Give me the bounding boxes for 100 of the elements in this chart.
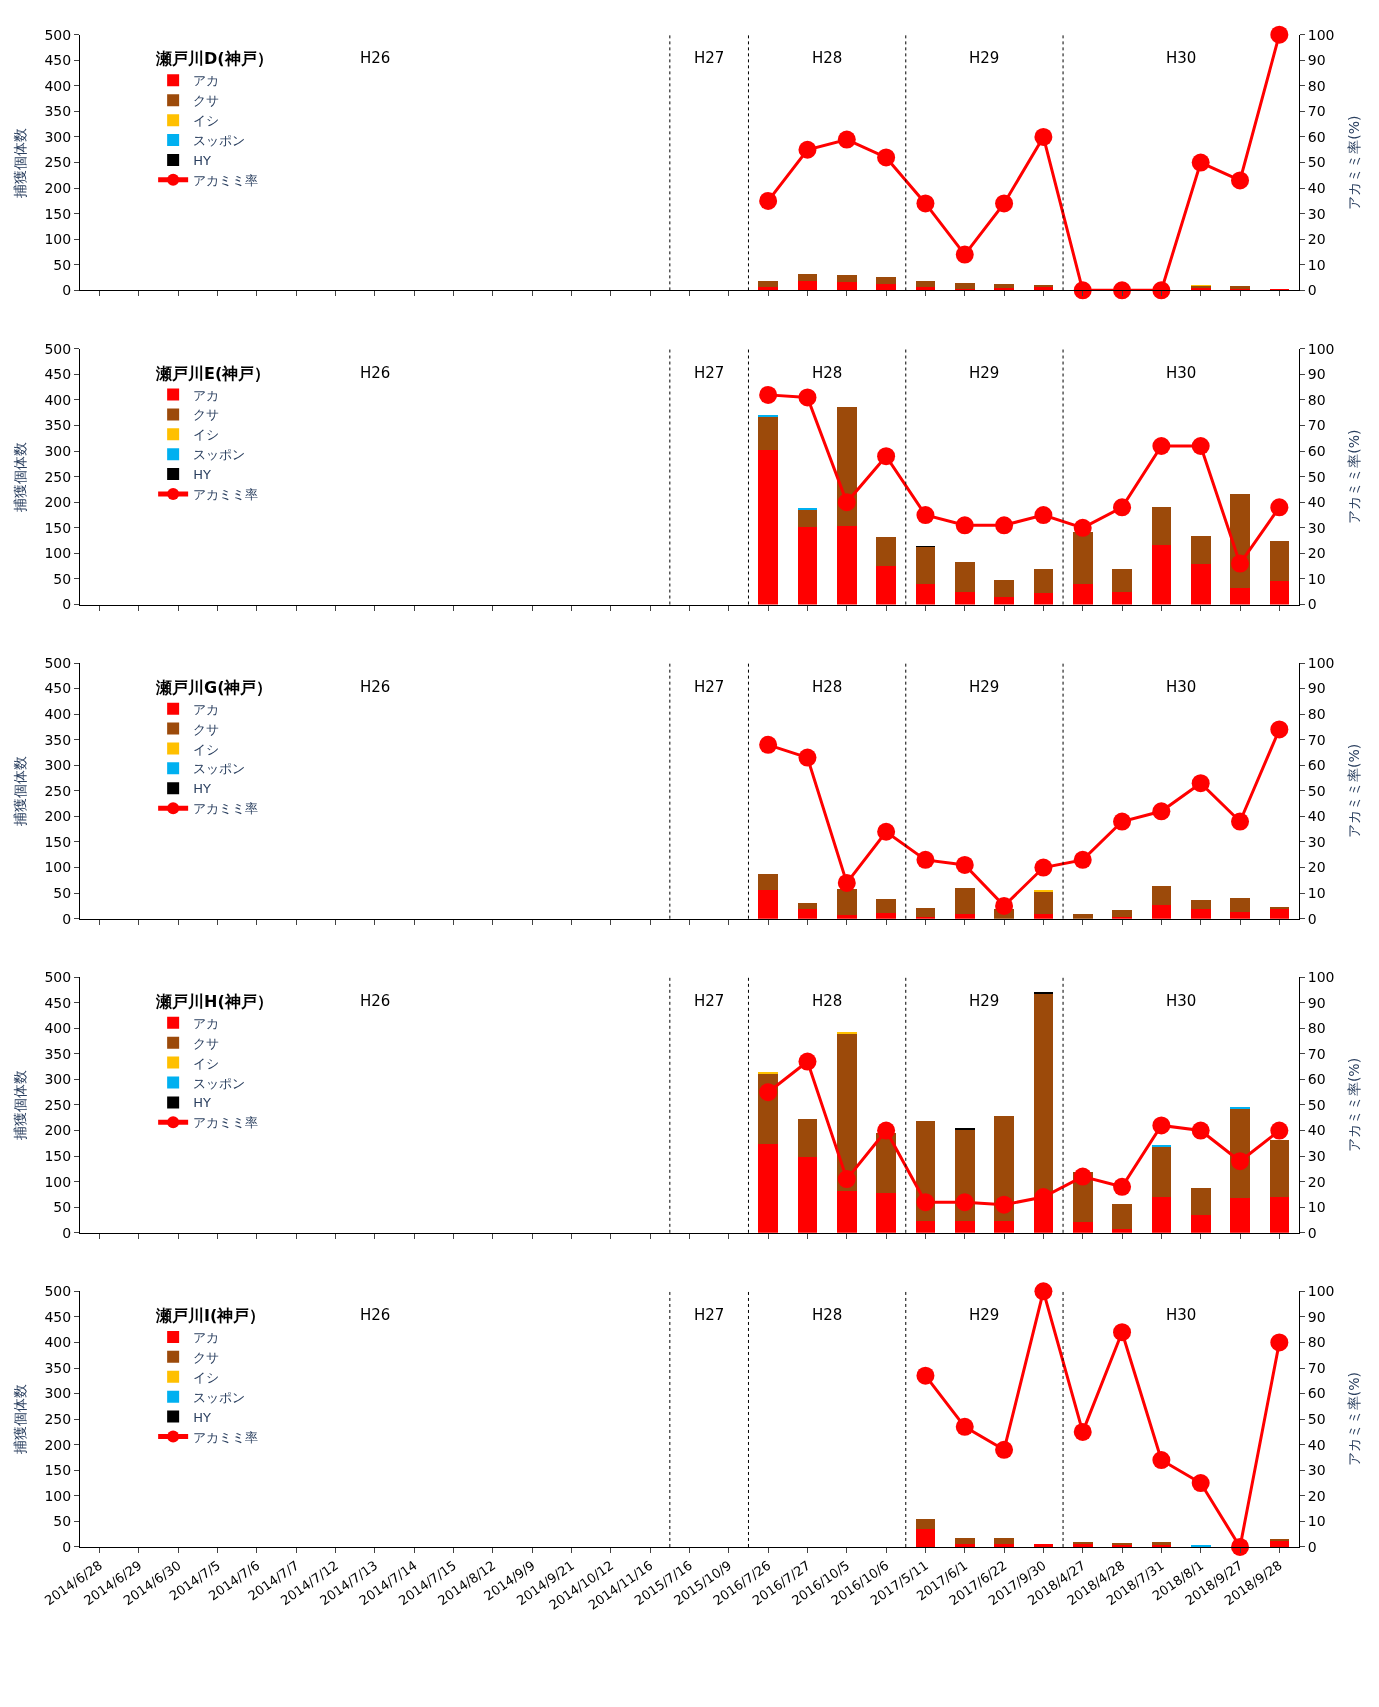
point bbox=[955, 855, 974, 874]
point bbox=[1191, 437, 1210, 455]
text: 瀬戸川E(神戸） bbox=[155, 364, 271, 383]
bar bbox=[876, 1193, 896, 1233]
point bbox=[877, 148, 896, 167]
annotation: H26 bbox=[360, 1306, 391, 1324]
bar bbox=[1190, 563, 1211, 605]
legend-label: スッポン bbox=[193, 1075, 246, 1091]
point bbox=[1034, 1282, 1053, 1301]
text: 瀬戸川G(神戸） bbox=[155, 678, 273, 697]
y-tick-label: 400 bbox=[44, 77, 72, 94]
bar bbox=[1269, 581, 1290, 605]
point bbox=[1034, 858, 1053, 877]
y-tick-label: 200 bbox=[44, 180, 72, 197]
annotation: H30 bbox=[1166, 364, 1197, 382]
y2-axis-title: アカミミ率(%) bbox=[1345, 1057, 1362, 1153]
y-tick-label: 350 bbox=[44, 731, 72, 748]
bar bbox=[876, 566, 896, 605]
y2-tick-label: 100 bbox=[1307, 26, 1335, 43]
bar bbox=[954, 1220, 975, 1233]
y-axis-title: 捕獲個体数 bbox=[12, 441, 29, 512]
bar bbox=[1033, 890, 1054, 893]
bar bbox=[1151, 885, 1172, 906]
annotation: H26 bbox=[360, 992, 391, 1010]
bar bbox=[994, 1220, 1014, 1233]
point bbox=[1152, 437, 1171, 455]
bar bbox=[758, 449, 778, 605]
legend-label: アカミミ率 bbox=[193, 801, 259, 817]
bar bbox=[1151, 1196, 1172, 1233]
y2-tick-label: 20 bbox=[1307, 545, 1326, 562]
y-tick-label: 350 bbox=[44, 103, 72, 120]
y2-tick-label: 100 bbox=[1307, 1283, 1335, 1300]
y2-tick-label: 0 bbox=[1307, 282, 1317, 299]
point bbox=[916, 194, 935, 213]
y-tick-label: 100 bbox=[44, 1487, 72, 1504]
y-tick-label: 450 bbox=[44, 994, 72, 1011]
point bbox=[798, 1052, 817, 1071]
bar bbox=[797, 1157, 818, 1233]
y2-tick-label: 100 bbox=[1307, 340, 1335, 357]
y-tick-label: 0 bbox=[62, 1224, 72, 1241]
y2-tick-label: 60 bbox=[1307, 757, 1326, 774]
point bbox=[1034, 506, 1053, 525]
legend-label: イシ bbox=[193, 741, 220, 757]
point bbox=[1270, 25, 1289, 44]
point bbox=[995, 194, 1014, 213]
y-tick-label: 500 bbox=[44, 340, 72, 357]
point bbox=[1113, 498, 1132, 517]
bar bbox=[1190, 908, 1211, 919]
y2-tick-label: 70 bbox=[1307, 417, 1326, 434]
y-tick-label: 100 bbox=[44, 231, 72, 248]
bar bbox=[1072, 1222, 1093, 1233]
annotation: H28 bbox=[812, 49, 843, 67]
text: 瀬戸川I(神戸） bbox=[155, 1306, 266, 1325]
bar bbox=[915, 546, 936, 585]
bar bbox=[1190, 1188, 1211, 1216]
point bbox=[1073, 1422, 1092, 1441]
point bbox=[837, 873, 856, 892]
y-axis-title: 捕獲個体数 bbox=[12, 755, 29, 826]
y2-tick-label: 10 bbox=[1307, 1513, 1326, 1530]
y-tick-label: 200 bbox=[44, 494, 72, 511]
y2-tick-label: 100 bbox=[1307, 969, 1335, 986]
annotation: H26 bbox=[360, 678, 391, 696]
y2-tick-label: 30 bbox=[1307, 833, 1326, 850]
legend-label: HY bbox=[193, 1095, 211, 1111]
legend-label: アカ bbox=[193, 387, 220, 403]
legend-label: アカミミ率 bbox=[193, 172, 259, 188]
bar bbox=[758, 874, 778, 890]
y-tick-label: 300 bbox=[44, 443, 72, 460]
bar bbox=[1269, 1196, 1290, 1233]
y-tick-label: 50 bbox=[53, 1199, 72, 1216]
y2-tick-label: 0 bbox=[1307, 596, 1317, 613]
annotation: H29 bbox=[969, 678, 1000, 696]
point bbox=[995, 1195, 1014, 1214]
legend-label: イシ bbox=[193, 427, 220, 443]
point bbox=[759, 1083, 778, 1102]
annotation: H28 bbox=[812, 364, 843, 382]
y2-axis-title: アカミミ率(%) bbox=[1345, 429, 1362, 524]
bar bbox=[758, 1072, 778, 1075]
legend-label: アカ bbox=[193, 1015, 220, 1031]
y-tick-label: 150 bbox=[44, 1148, 72, 1165]
y2-tick-label: 30 bbox=[1307, 1462, 1326, 1479]
y-tick-label: 200 bbox=[44, 1436, 72, 1453]
point bbox=[798, 140, 817, 159]
y-tick-label: 150 bbox=[44, 519, 72, 536]
y2-tick-label: 40 bbox=[1307, 808, 1326, 825]
y2-axis-title: アカミミ率(%) bbox=[1345, 115, 1362, 210]
legend-label: イシ bbox=[193, 113, 220, 129]
annotation: H26 bbox=[360, 364, 391, 382]
y2-tick-label: 30 bbox=[1307, 1148, 1326, 1165]
y2-axis-title: アカミミ率(%) bbox=[1345, 743, 1362, 838]
bar bbox=[1190, 536, 1211, 564]
y2-tick-label: 90 bbox=[1307, 52, 1326, 69]
y2-tick-label: 90 bbox=[1307, 366, 1326, 383]
point bbox=[1191, 1121, 1210, 1140]
annotation: H27 bbox=[694, 1306, 725, 1324]
y2-tick-label: 50 bbox=[1307, 468, 1326, 485]
point bbox=[759, 735, 778, 754]
y-tick-label: 350 bbox=[44, 1045, 72, 1062]
y2-tick-label: 70 bbox=[1307, 731, 1326, 748]
point bbox=[995, 1440, 1014, 1459]
